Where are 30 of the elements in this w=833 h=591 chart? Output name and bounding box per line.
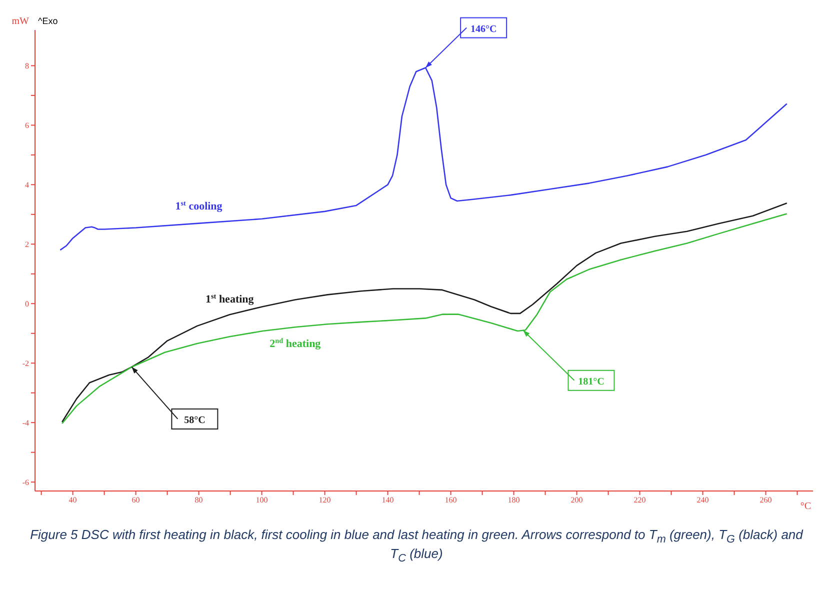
y-tick-label: 2 xyxy=(25,240,29,249)
x-tick-label: 160 xyxy=(444,496,457,505)
x-tick-label: 240 xyxy=(696,496,709,505)
y-tick-label: -4 xyxy=(22,418,29,428)
x-tick-label: 100 xyxy=(256,496,268,505)
y-tick-label: 0 xyxy=(25,299,29,308)
x-tick-label: 60 xyxy=(132,496,140,505)
annotation: 58°C xyxy=(184,414,206,426)
series-label: 1$^{st}$ heating xyxy=(206,292,254,306)
x-tick-label: 260 xyxy=(760,496,772,505)
text: ^Exo xyxy=(38,16,58,26)
x-tick-label: 140 xyxy=(382,496,394,505)
x-tick-label: 180 xyxy=(508,496,520,505)
y-tick-label: 4 xyxy=(25,180,29,190)
x-tick-label: 200 xyxy=(570,496,583,505)
x-tick-label: 220 xyxy=(634,496,646,505)
y-tick-label: -6 xyxy=(22,478,29,487)
y-tick-label: 8 xyxy=(25,62,29,71)
annotation: 146°C xyxy=(470,24,497,35)
x-tick-label: 80 xyxy=(194,496,203,505)
series-label: 2$^{nd}$ heating xyxy=(270,337,322,350)
y-tick-label: -2 xyxy=(22,358,29,368)
annotation: 181°C xyxy=(578,376,604,388)
y-tick-label: 6 xyxy=(25,121,29,130)
x-tick-label: 120 xyxy=(318,496,331,505)
x-axis-title: °C xyxy=(800,501,812,512)
text: Figure 5 DSC with first heating in black, first cooling in blue and last heating in green. Arrows correspond to T$_{m}$ (green), T$_{G}$ (black) and T$_{C}$ (blue) xyxy=(30,527,803,564)
series-label: 1$^{st}$ cooling xyxy=(175,199,223,212)
x-tick-label: 40 xyxy=(68,496,77,505)
y-axis-title: mW xyxy=(12,16,30,27)
